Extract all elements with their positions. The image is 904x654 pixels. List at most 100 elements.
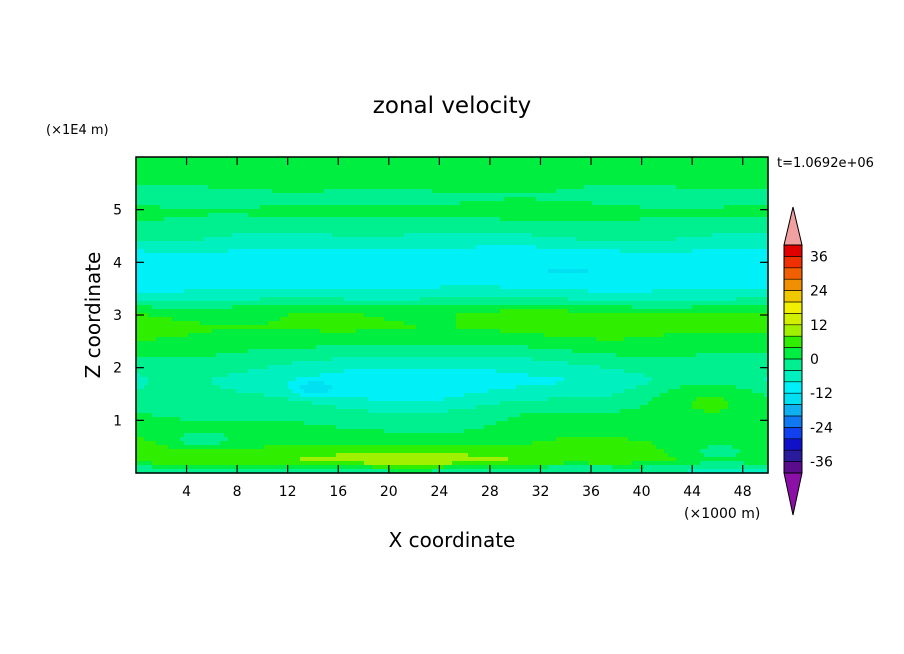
field-cell xyxy=(576,173,581,178)
field-cell xyxy=(700,185,705,190)
field-cell xyxy=(568,181,573,186)
field-cell xyxy=(428,269,433,274)
field-cell xyxy=(488,209,493,214)
field-cell xyxy=(592,177,597,182)
field-cell xyxy=(148,257,153,262)
field-cell xyxy=(552,165,557,170)
field-cell xyxy=(536,249,541,254)
field-cell xyxy=(492,161,497,166)
field-cell xyxy=(152,193,157,198)
field-cell xyxy=(660,277,665,282)
field-cell xyxy=(280,177,285,182)
field-cell xyxy=(212,233,217,238)
field-cell xyxy=(588,161,593,166)
field-cell xyxy=(192,265,197,270)
field-cell xyxy=(428,205,433,210)
field-cell xyxy=(164,221,169,226)
field-cell xyxy=(740,213,745,218)
field-cell xyxy=(308,229,313,234)
field-cell xyxy=(292,165,297,170)
field-cell xyxy=(368,249,373,254)
field-cell xyxy=(456,261,461,266)
field-cell xyxy=(176,197,181,202)
field-cell xyxy=(272,233,277,238)
field-cell xyxy=(332,237,337,242)
field-cell xyxy=(736,241,741,246)
field-cell xyxy=(136,177,141,182)
field-cell xyxy=(212,261,217,266)
field-cell xyxy=(576,269,581,274)
field-cell xyxy=(448,265,453,270)
field-cell xyxy=(196,249,201,254)
field-cell xyxy=(676,221,681,226)
field-cell xyxy=(264,261,269,266)
field-cell xyxy=(344,213,349,218)
field-cell xyxy=(236,249,241,254)
field-cell xyxy=(232,261,237,266)
field-cell xyxy=(196,225,201,230)
field-cell xyxy=(336,205,341,210)
field-cell xyxy=(408,181,413,186)
field-cell xyxy=(696,241,701,246)
field-cell xyxy=(540,277,545,282)
field-cell xyxy=(236,277,241,282)
field-cell xyxy=(228,221,233,226)
field-cell xyxy=(748,189,753,194)
field-cell xyxy=(372,201,377,206)
field-cell xyxy=(176,241,181,246)
field-cell xyxy=(604,185,609,190)
field-cell xyxy=(436,181,441,186)
field-cell xyxy=(336,213,341,218)
field-cell xyxy=(476,245,481,250)
field-cell xyxy=(228,169,233,174)
field-cell xyxy=(728,209,733,214)
field-cell xyxy=(504,173,509,178)
field-cell xyxy=(204,273,209,278)
field-cell xyxy=(444,249,449,254)
field-cell xyxy=(232,281,237,286)
field-cell xyxy=(664,269,669,274)
field-cell xyxy=(348,245,353,250)
field-cell xyxy=(672,157,677,162)
field-cell xyxy=(180,269,185,274)
field-cell xyxy=(336,189,341,194)
field-cell xyxy=(564,261,569,266)
field-cell xyxy=(764,197,769,202)
field-cell xyxy=(452,177,457,182)
field-cell xyxy=(268,197,273,202)
field-cell xyxy=(696,173,701,178)
field-cell xyxy=(176,185,181,190)
field-cell xyxy=(216,161,221,166)
field-cell xyxy=(488,241,493,246)
field-cell xyxy=(612,157,617,162)
field-cell xyxy=(552,277,557,282)
field-cell xyxy=(548,157,553,162)
field-cell xyxy=(232,241,237,246)
field-cell xyxy=(588,253,593,258)
field-cell xyxy=(744,269,749,274)
field-cell xyxy=(452,241,457,246)
field-cell xyxy=(216,281,221,286)
field-cell xyxy=(280,249,285,254)
field-cell xyxy=(736,173,741,178)
field-cell xyxy=(648,165,653,170)
field-cell xyxy=(668,241,673,246)
field-cell xyxy=(684,165,689,170)
field-cell xyxy=(640,157,645,162)
field-cell xyxy=(720,237,725,242)
field-cell xyxy=(196,201,201,206)
field-cell xyxy=(736,265,741,270)
field-cell xyxy=(480,237,485,242)
field-cell xyxy=(160,209,165,214)
field-cell xyxy=(732,177,737,182)
field-cell xyxy=(592,209,597,214)
field-cell xyxy=(200,225,205,230)
field-cell xyxy=(144,205,149,210)
field-cell xyxy=(684,269,689,274)
field-cell xyxy=(164,213,169,218)
field-cell xyxy=(696,201,701,206)
field-cell xyxy=(352,185,357,190)
field-cell xyxy=(736,273,741,278)
field-cell xyxy=(672,265,677,270)
